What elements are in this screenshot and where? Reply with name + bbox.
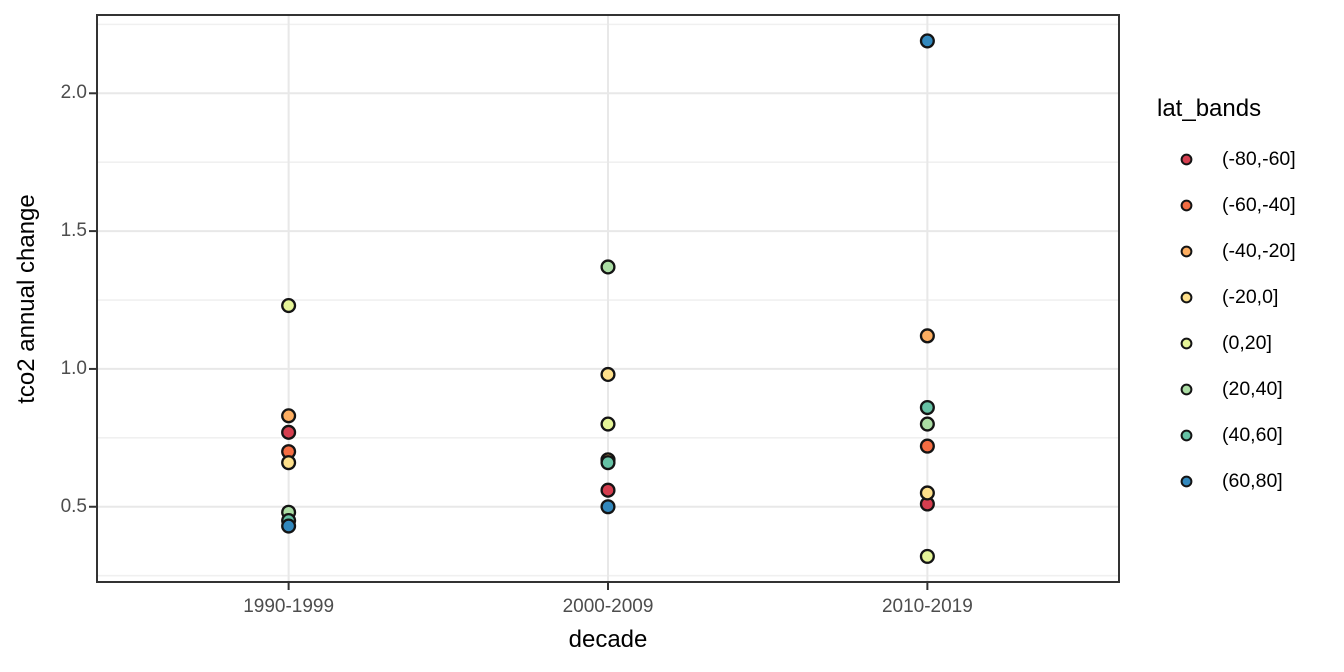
data-point <box>281 455 297 471</box>
legend-item: (-40,-20] <box>1157 228 1296 274</box>
legend-key-icon <box>1180 429 1193 441</box>
data-point <box>281 408 297 424</box>
legend-item: (-20,0] <box>1157 274 1296 320</box>
legend-item: (40,60] <box>1157 412 1296 458</box>
data-point <box>919 438 935 454</box>
data-point <box>919 485 935 501</box>
y-tick-label: 1.5 <box>60 220 87 242</box>
x-tick-label: 2010-2019 <box>881 596 973 617</box>
legend-key-icon <box>1180 245 1193 257</box>
data-point <box>919 328 935 344</box>
legend-title: lat_bands <box>1157 95 1262 122</box>
legend-label: (-60,-40] <box>1222 193 1296 216</box>
legend-label: (20,40] <box>1222 377 1283 400</box>
legend-item: (0,20] <box>1157 320 1296 366</box>
legend-key-icon <box>1180 291 1193 303</box>
x-tick-label: 1990-1999 <box>243 596 335 617</box>
x-axis-title: decade <box>568 626 648 653</box>
y-axis-title: tco2 annual change <box>13 194 40 404</box>
y-tick-label: 2.0 <box>60 82 87 104</box>
data-point <box>600 482 616 498</box>
data-point <box>600 499 616 515</box>
legend-key-icon <box>1180 199 1193 211</box>
legend-label: (-40,-20] <box>1222 239 1296 262</box>
legend-key-icon <box>1180 383 1193 395</box>
data-point <box>919 33 935 49</box>
legend-key-icon <box>1180 153 1193 165</box>
data-point <box>281 297 297 314</box>
data-point <box>919 399 935 416</box>
data-point <box>919 548 935 564</box>
data-point <box>919 416 935 432</box>
legend-item: (60,80] <box>1157 458 1296 504</box>
legend-entries: (-80,-60] (-60,-40] (-40,-20] (-20,0] (0,20]… <box>1157 136 1296 504</box>
data-point <box>600 259 616 275</box>
legend-label: (40,60] <box>1222 423 1283 446</box>
x-tick-label: 2000-2009 <box>562 596 654 617</box>
legend-key-icon <box>1180 337 1193 349</box>
y-tick-label: 1.0 <box>60 357 87 379</box>
legend-item: (-60,-40] <box>1157 182 1296 228</box>
y-tick-label: 0.5 <box>60 495 87 517</box>
legend-label: (-80,-60] <box>1222 147 1296 170</box>
legend-label: (0,20] <box>1222 331 1272 354</box>
legend-label: (60,80] <box>1222 469 1283 492</box>
legend-label: (-20,0] <box>1222 285 1279 308</box>
data-point <box>600 416 616 432</box>
legend-item: (-80,-60] <box>1157 136 1296 182</box>
data-point <box>281 424 297 440</box>
legend: lat_bands (-80,-60] (-60,-40] (-40,-20] (-2… <box>1157 95 1296 504</box>
data-point <box>600 455 616 471</box>
data-point <box>281 518 297 534</box>
data-point <box>600 366 616 382</box>
legend-item: (20,40] <box>1157 366 1296 412</box>
legend-key-icon <box>1180 475 1193 487</box>
